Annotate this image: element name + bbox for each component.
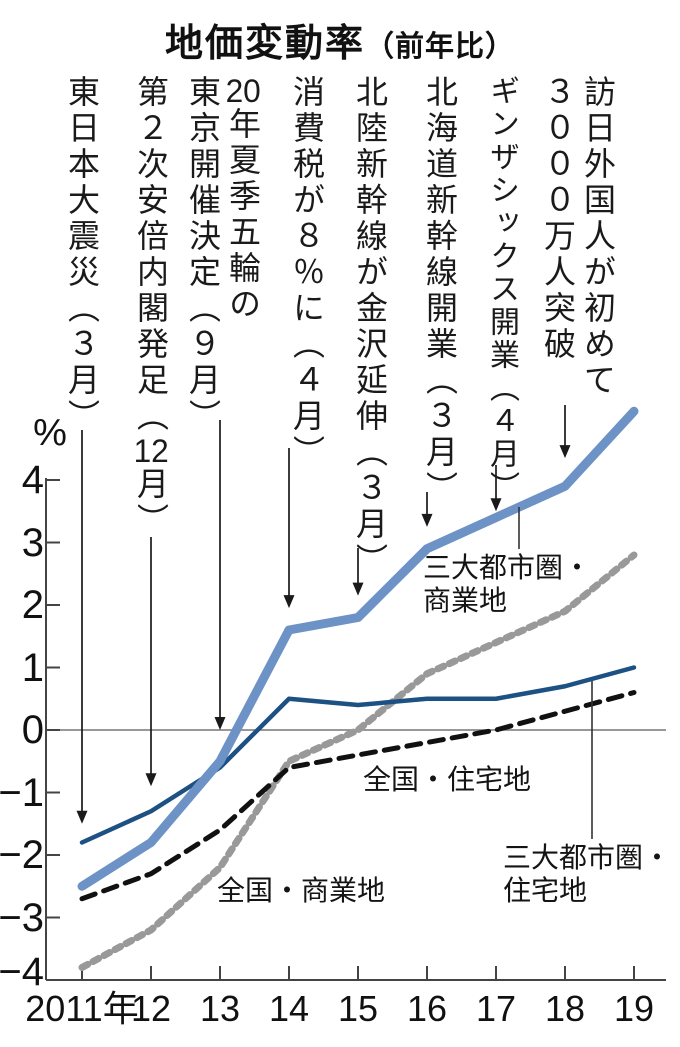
y-axis-tick-label: −4 [0, 950, 44, 994]
event-annotation: 20年夏季五輪の 東京開催決定（９月） [183, 75, 263, 435]
series-label-line: 商業地 [423, 585, 508, 616]
series-label: 全国・住宅地 [363, 763, 531, 796]
event-annotation-column: 北陸新幹線が金沢延伸（３月） [352, 75, 388, 579]
annotation-arrowhead [76, 810, 88, 824]
x-axis-tick-label: 18 [544, 988, 586, 1029]
x-axis-tick-label: 14 [268, 988, 310, 1029]
tcy-number: 12 [133, 435, 169, 467]
annotation-arrowhead [559, 445, 571, 459]
annotation-arrowhead [145, 773, 157, 787]
y-axis-tick-label: 1 [21, 645, 44, 690]
y-axis-tick-label: −2 [0, 833, 44, 877]
event-annotation-column: ３０００万人突破 [540, 75, 576, 363]
event-annotation-column: 20年夏季五輪の [225, 75, 261, 323]
y-axis-tick-label: 0 [21, 708, 44, 752]
x-axis-tick-label: 19 [613, 988, 655, 1029]
series-line-三大都市圏・住宅地 [79, 665, 637, 845]
event-annotation-column: 北海道新幹線開業（３月） [422, 75, 458, 507]
y-axis-tick-label: 4 [21, 458, 44, 502]
event-annotation-column: 第２次安倍内閣発足（12月） [133, 75, 169, 539]
chart-title-main: 地価変動率 [164, 23, 365, 65]
x-axis-tick-label: 12 [130, 988, 172, 1029]
series-line-三大都市圏・商業地 [77, 406, 639, 891]
event-annotation: 第２次安倍内閣発足（12月） [131, 75, 171, 539]
y-axis-tick-label: 3 [21, 520, 44, 565]
event-annotation: 北海道新幹線開業（３月） [420, 75, 460, 507]
series-label-line: 三大都市圏・ [423, 552, 592, 583]
x-axis-tick-label: 2011年 [25, 988, 139, 1029]
y-axis-unit-label: % [33, 412, 67, 454]
x-axis-tick-label: 13 [199, 988, 241, 1029]
series-label-line: 全国・住宅地 [363, 764, 532, 795]
series-line-全国・住宅地 [79, 690, 637, 902]
annotation-arrowhead [283, 595, 295, 609]
series-label: 三大都市圏・ 住宅地 [503, 841, 671, 907]
event-annotation: 訪日外国人が初めて ３０００万人突破 [538, 75, 618, 399]
event-annotation-column: 東日本大震災（３月） [64, 75, 100, 435]
annotation-arrowhead [421, 513, 433, 527]
series-label: 全国・商業地 [217, 874, 385, 907]
series-label-line: 住宅地 [503, 875, 588, 906]
event-annotation: 北陸新幹線が金沢延伸（３月） [350, 75, 390, 579]
annotation-arrowhead [352, 582, 364, 596]
chart-title: 地価変動率（前年比） [0, 12, 680, 67]
tcy-number: 20 [225, 75, 261, 107]
series-label: 三大都市圏・ 商業地 [423, 551, 591, 617]
chart-title-sub: （前年比） [365, 31, 516, 63]
y-axis-tick-label: 2 [21, 583, 44, 627]
series-line-全国・商業地 [78, 551, 638, 971]
event-annotation: ギンザシックス開業（４月） [481, 75, 521, 504]
series-label-line: 三大都市圏・ [503, 842, 672, 873]
annotation-arrowhead [214, 717, 226, 730]
event-annotation-column: ギンザシックス開業（４月） [485, 75, 518, 504]
event-annotation-column: 東京開催決定（９月） [185, 75, 221, 435]
y-axis-tick-label: −1 [0, 770, 44, 815]
series-label-line: 全国・商業地 [217, 875, 386, 906]
event-annotation: 東日本大震災（３月） [62, 75, 102, 435]
event-annotation-column: 訪日外国人が初めて [580, 75, 616, 399]
event-annotation-column: 消費税が８％に（４月） [289, 75, 325, 471]
x-axis-tick-label: 17 [475, 988, 517, 1029]
event-annotation: 消費税が８％に（４月） [287, 75, 327, 471]
x-axis-tick-label: 15 [337, 988, 379, 1029]
annotation-arrowhead [490, 498, 502, 512]
y-axis-tick-label: −3 [0, 895, 44, 940]
x-axis-tick-label: 16 [406, 988, 448, 1029]
